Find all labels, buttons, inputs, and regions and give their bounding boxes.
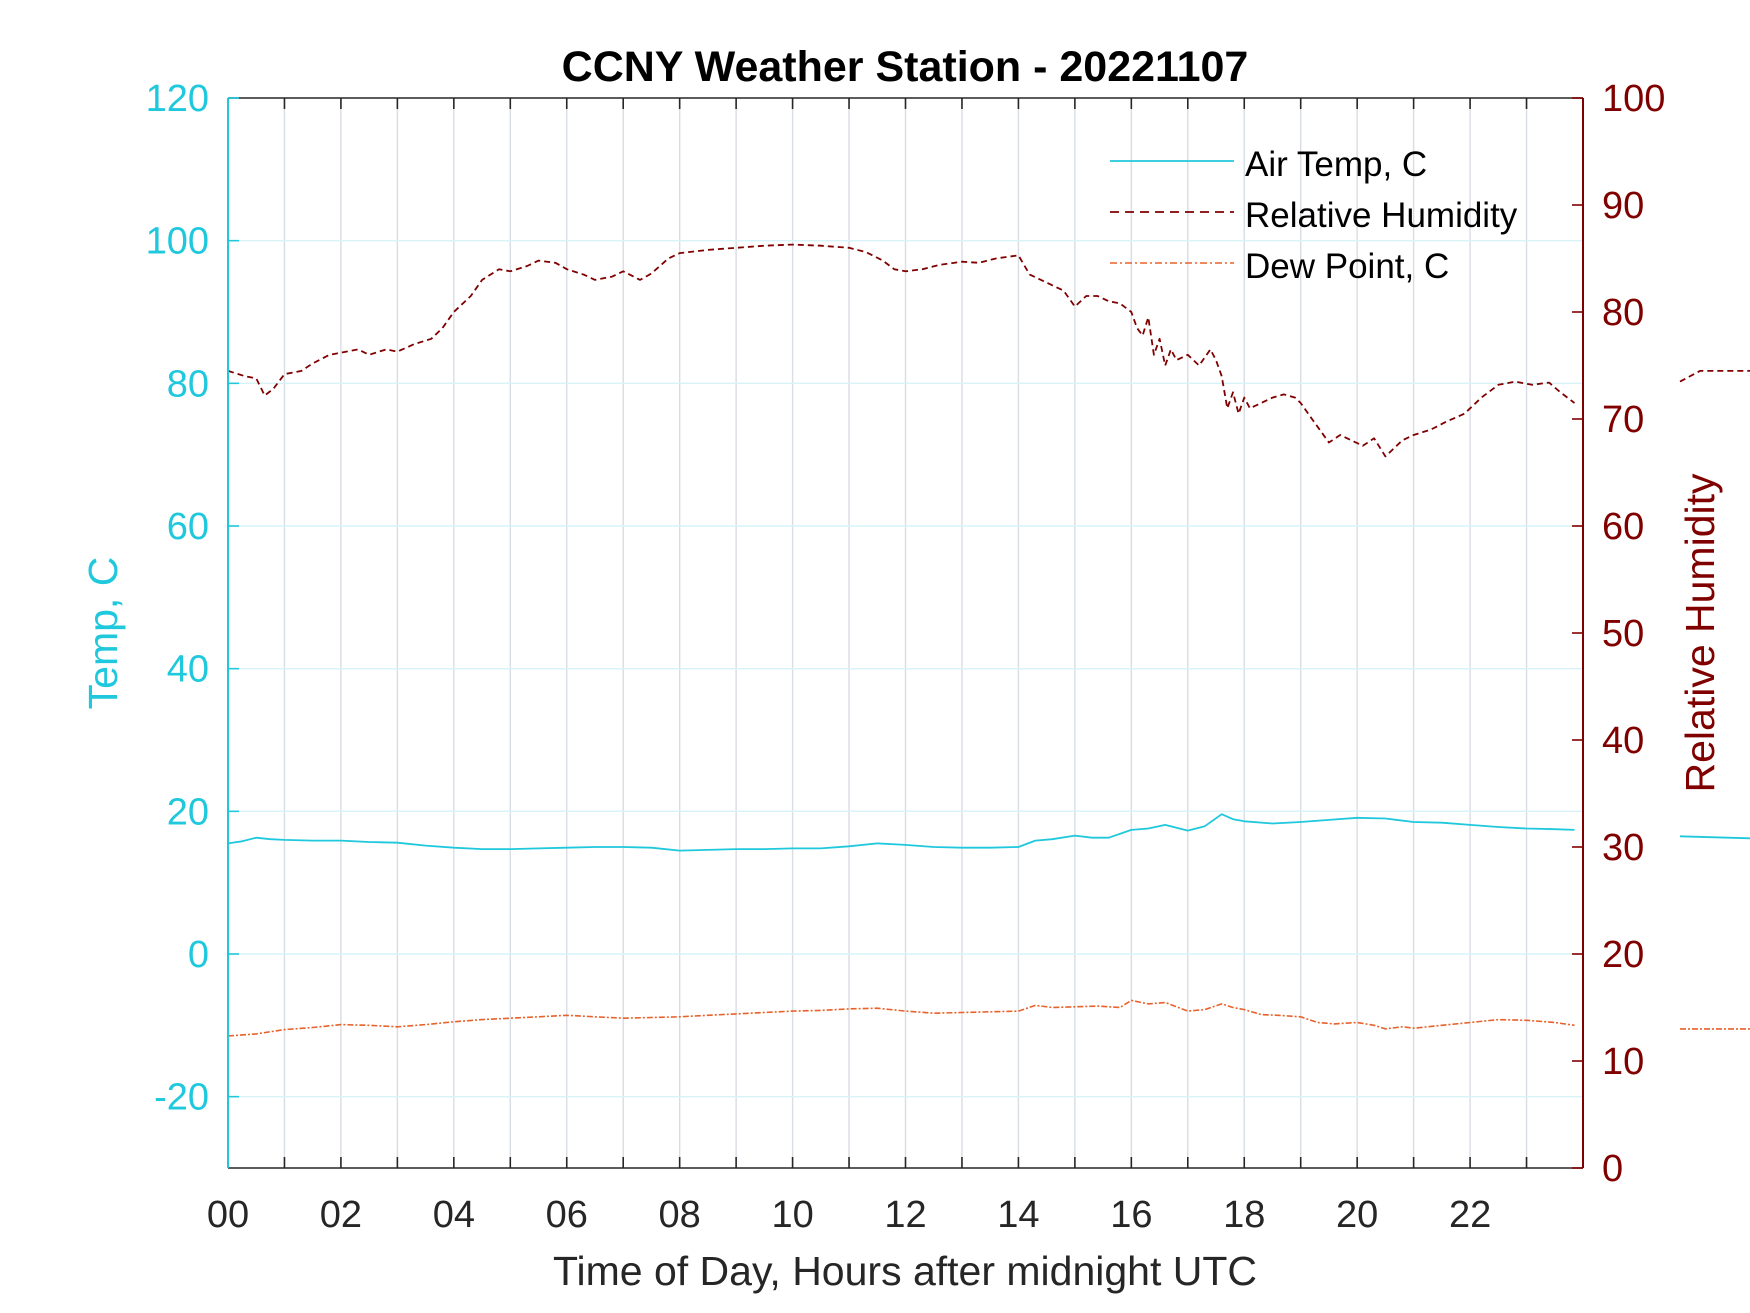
right-tick-label: 70 (1602, 399, 1644, 441)
x-tick-label: 22 (1449, 1194, 1491, 1236)
left-tick-label: 100 (146, 221, 209, 263)
x-tick-label: 20 (1336, 1194, 1378, 1236)
partial-humidity-line (1679, 369, 1750, 383)
left-tick-label: -20 (154, 1077, 209, 1119)
chart-title: CCNY Weather Station - 20221107 (562, 43, 1249, 91)
legend-label-humidity: Relative Humidity (1245, 196, 1518, 235)
left-tick-label: 80 (167, 363, 209, 405)
grid (228, 98, 1583, 1168)
series-lines (227, 243, 1576, 1037)
x-tick-label: 18 (1223, 1194, 1265, 1236)
axis-ticks: 00 02 04 06 08 10 12 14 16 18 20 22-200204060801001… (146, 78, 1666, 1236)
air-temp-line (227, 813, 1575, 852)
right-tick-label: 80 (1602, 292, 1644, 334)
right-tick-label: 50 (1602, 613, 1644, 655)
left-tick-label: 20 (167, 791, 209, 833)
x-tick-label: 12 (884, 1194, 926, 1236)
x-tick-label: 00 (207, 1194, 249, 1236)
right-tick-label: 40 (1602, 720, 1644, 762)
legend-label-dew-point: Dew Point, C (1245, 247, 1449, 286)
x-tick-label: 04 (433, 1194, 475, 1236)
legend: Air Temp, C Relative Humidity Dew Point,… (1110, 145, 1518, 286)
dew-point-line (227, 999, 1575, 1037)
legend-label-air-temp: Air Temp, C (1245, 145, 1427, 184)
right-tick-label: 100 (1602, 78, 1665, 120)
right-tick-label: 10 (1602, 1041, 1644, 1083)
x-axis-label: Time of Day, Hours after midnight UTC (553, 1248, 1257, 1294)
partial-series-lines (1679, 369, 1750, 1030)
right-tick-label: 30 (1602, 827, 1644, 869)
right-tick-label: 20 (1602, 934, 1644, 976)
x-tick-label: 08 (659, 1194, 701, 1236)
left-tick-label: 40 (167, 649, 209, 691)
x-tick-label: 10 (771, 1194, 813, 1236)
right-tick-label: 60 (1602, 506, 1644, 548)
humidity-line (227, 243, 1576, 458)
x-tick-label: 06 (546, 1194, 588, 1236)
right-tick-label: 0 (1602, 1148, 1623, 1190)
left-tick-label: 120 (146, 78, 209, 120)
partial-air-temp-line (1679, 835, 1750, 840)
x-tick-label: 16 (1110, 1194, 1152, 1236)
x-tick-label: 02 (320, 1194, 362, 1236)
right-tick-label: 90 (1602, 185, 1644, 227)
left-y-axis-label: Temp, C (80, 557, 126, 710)
left-tick-label: 0 (188, 934, 209, 976)
x-tick-label: 14 (997, 1194, 1039, 1236)
left-tick-label: 60 (167, 506, 209, 548)
right-y-axis-label: Relative Humidity (1677, 473, 1723, 792)
